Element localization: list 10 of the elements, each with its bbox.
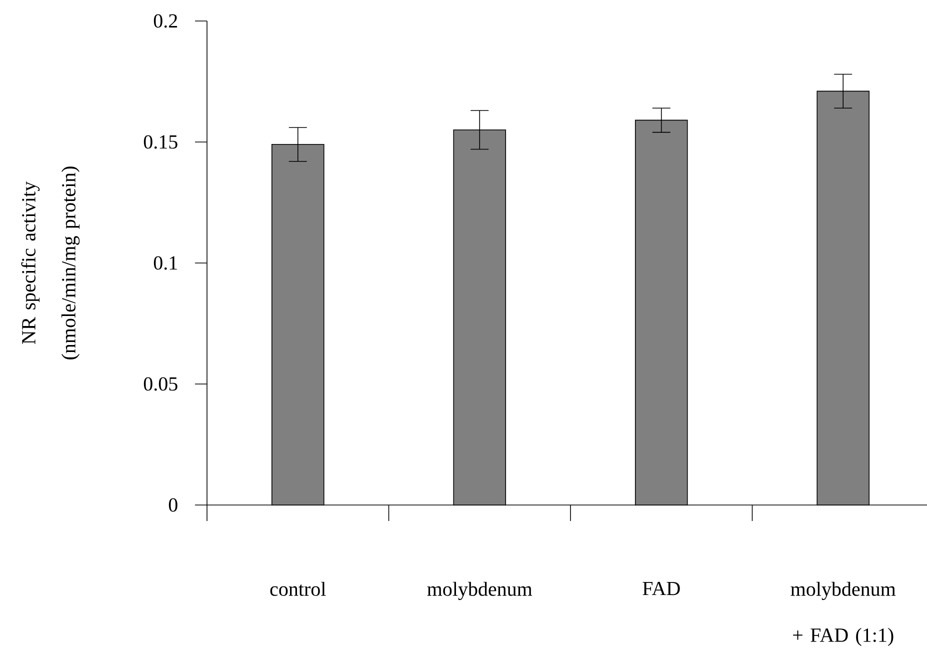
y-tick-label: 0 — [168, 498, 178, 512]
x-tick-label: molybdenum — [427, 582, 532, 600]
y-tick-label: 0.1 — [154, 256, 177, 270]
category-label: molybdenum + FAD (1:1) — [790, 582, 896, 646]
x-tick-label: FAD — [642, 582, 680, 596]
x-tick-label: control — [270, 582, 326, 596]
y-axis-title: NR specific activity (nmole/min/mg protein) — [21, 166, 80, 360]
y-tick-label: 0.2 — [154, 14, 178, 28]
y-tick-label: 0.05 — [144, 377, 178, 391]
y-tick-label: 0.15 — [144, 135, 178, 149]
